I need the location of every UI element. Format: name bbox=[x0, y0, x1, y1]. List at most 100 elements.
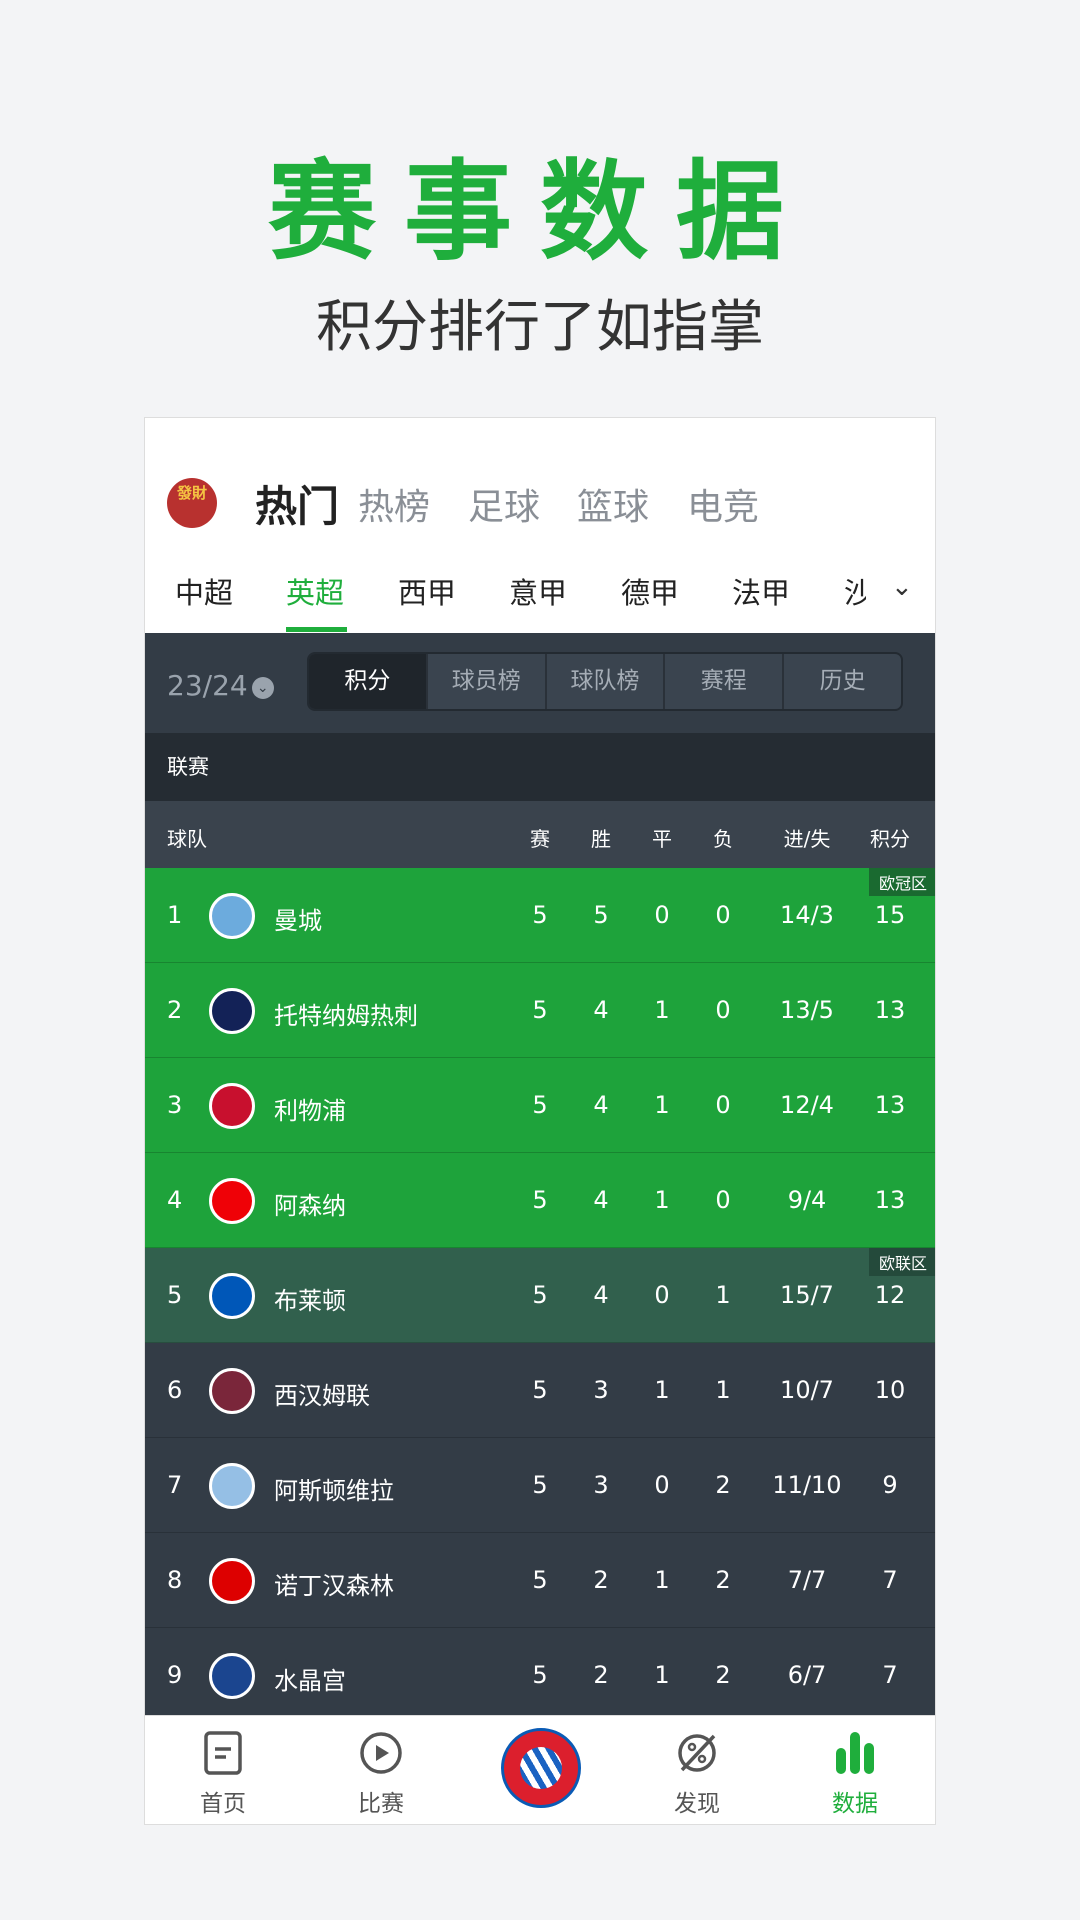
cell-drawn: 1 bbox=[654, 1376, 670, 1404]
cell-lost: 1 bbox=[715, 1281, 731, 1309]
league-tab-csl[interactable]: 中超 bbox=[175, 576, 234, 610]
cell-played: 5 bbox=[532, 1091, 548, 1119]
planet-icon bbox=[678, 1734, 716, 1772]
bayern-crest-button[interactable] bbox=[501, 1728, 581, 1808]
col-points: 积分 bbox=[870, 827, 910, 851]
table-row[interactable]: 7 阿斯顿维拉 5 3 0 2 11/10 9 bbox=[145, 1438, 935, 1533]
tab-matches[interactable]: 比赛 bbox=[331, 1716, 431, 1824]
cell-goals: 14/3 bbox=[780, 901, 834, 929]
cell-won: 4 bbox=[593, 996, 609, 1024]
league-tab-seriea[interactable]: 意甲 bbox=[509, 576, 568, 610]
cell-lost: 1 bbox=[715, 1376, 731, 1404]
col-drawn: 平 bbox=[652, 827, 672, 851]
cell-goals: 10/7 bbox=[780, 1376, 834, 1404]
category-tab-hot[interactable]: 热门 bbox=[255, 482, 340, 531]
cell-played: 5 bbox=[532, 1661, 548, 1689]
chevron-down-icon[interactable]: ⌄ bbox=[891, 572, 913, 602]
team-name: 托特纳姆热刺 bbox=[274, 1002, 418, 1030]
col-won: 胜 bbox=[591, 827, 611, 851]
team-name: 利物浦 bbox=[274, 1097, 346, 1125]
tab-data[interactable]: 数据 bbox=[805, 1716, 905, 1824]
rank: 3 bbox=[167, 1091, 183, 1119]
rank: 5 bbox=[167, 1281, 183, 1309]
cell-points: 15 bbox=[874, 901, 906, 929]
cell-played: 5 bbox=[532, 1376, 548, 1404]
table-row[interactable]: 4 阿森纳 5 4 1 0 9/4 13 bbox=[145, 1153, 935, 1248]
cell-points: 13 bbox=[874, 996, 906, 1024]
table-row[interactable]: 8 诺丁汉森林 5 2 1 2 7/7 7 bbox=[145, 1533, 935, 1628]
category-tab-esports[interactable]: 电竞 bbox=[687, 487, 760, 528]
team-name: 阿森纳 bbox=[274, 1192, 346, 1220]
segment-history[interactable]: 历史 bbox=[782, 654, 901, 709]
cell-lost: 0 bbox=[715, 1091, 731, 1119]
col-team: 球队 bbox=[167, 827, 207, 851]
col-played: 赛 bbox=[530, 827, 550, 851]
cell-points: 13 bbox=[874, 1091, 906, 1119]
table-row[interactable]: 5 布莱顿 5 4 0 1 15/7 12 欧联区 bbox=[145, 1248, 935, 1343]
team-crest-icon bbox=[209, 1083, 255, 1129]
cell-lost: 2 bbox=[715, 1566, 731, 1594]
segment-standings[interactable]: 积分 bbox=[309, 654, 426, 709]
league-tab-epl[interactable]: 英超 bbox=[286, 576, 345, 610]
league-tab-bundesliga[interactable]: 德甲 bbox=[621, 576, 680, 610]
cell-won: 4 bbox=[593, 1186, 609, 1214]
cell-won: 2 bbox=[593, 1566, 609, 1594]
zone-badge-ucl: 欧冠区 bbox=[868, 868, 935, 896]
bar-chart-icon bbox=[836, 1732, 874, 1774]
hero-title: 赛事数据 bbox=[267, 150, 812, 275]
team-name: 诺丁汉森林 bbox=[274, 1572, 394, 1600]
team-name: 阿斯顿维拉 bbox=[274, 1477, 394, 1505]
league-tab-saudi[interactable]: 沙 bbox=[844, 570, 866, 612]
table-row[interactable]: 6 西汉姆联 5 3 1 1 10/7 10 bbox=[145, 1343, 935, 1438]
app-screen: 發財 热门 热榜 足球 篮球 电竞 中超 英超 西甲 意甲 德甲 法甲 沙 ⌄ … bbox=[144, 417, 936, 1825]
table-row[interactable]: 2 托特纳姆热刺 5 4 1 0 13/5 13 bbox=[145, 963, 935, 1058]
category-tab-trending[interactable]: 热榜 bbox=[358, 487, 431, 528]
segment-fixtures[interactable]: 赛程 bbox=[663, 654, 782, 709]
category-tab-football[interactable]: 足球 bbox=[468, 487, 541, 528]
col-goals: 进/失 bbox=[783, 827, 831, 851]
team-crest-icon bbox=[209, 1558, 255, 1604]
cell-drawn: 1 bbox=[654, 996, 670, 1024]
table-row[interactable]: 3 利物浦 5 4 1 0 12/4 13 bbox=[145, 1058, 935, 1153]
app-logo[interactable]: 發財 bbox=[167, 478, 217, 528]
cell-won: 3 bbox=[593, 1471, 609, 1499]
cell-drawn: 1 bbox=[654, 1566, 670, 1594]
team-crest-icon bbox=[209, 1178, 255, 1224]
segment-teams[interactable]: 球队榜 bbox=[544, 654, 664, 709]
rank: 4 bbox=[167, 1186, 183, 1214]
cell-points: 10 bbox=[874, 1376, 906, 1404]
active-tab-indicator bbox=[286, 627, 347, 632]
cell-lost: 0 bbox=[715, 901, 731, 929]
league-tab-ligue1[interactable]: 法甲 bbox=[732, 576, 791, 610]
table-row[interactable]: 9 水晶宫 5 2 1 2 6/7 7 bbox=[145, 1628, 935, 1723]
rank: 8 bbox=[167, 1566, 183, 1594]
cell-drawn: 1 bbox=[654, 1186, 670, 1214]
cell-lost: 2 bbox=[715, 1661, 731, 1689]
play-icon bbox=[360, 1732, 402, 1774]
cell-won: 2 bbox=[593, 1661, 609, 1689]
cell-played: 5 bbox=[532, 1471, 548, 1499]
cell-played: 5 bbox=[532, 1566, 548, 1594]
cell-drawn: 1 bbox=[654, 1091, 670, 1119]
tab-discover[interactable]: 发现 bbox=[647, 1716, 747, 1824]
section-header: 联赛 bbox=[145, 733, 935, 801]
season-selector[interactable]: 23/24 ⌄ bbox=[167, 669, 274, 702]
cell-drawn: 1 bbox=[654, 1661, 670, 1689]
tab-home[interactable]: 首页 bbox=[173, 1716, 273, 1824]
cell-won: 4 bbox=[593, 1091, 609, 1119]
season-label: 23/24 bbox=[167, 669, 248, 702]
segment-players[interactable]: 球员榜 bbox=[425, 654, 545, 709]
table-row[interactable]: 1 曼城 5 5 0 0 14/3 15 欧冠区 bbox=[145, 868, 935, 963]
cell-goals: 6/7 bbox=[787, 1661, 827, 1689]
cell-goals: 7/7 bbox=[787, 1566, 827, 1594]
cell-played: 5 bbox=[532, 901, 548, 929]
rank: 6 bbox=[167, 1376, 183, 1404]
cell-points: 12 bbox=[874, 1281, 906, 1309]
league-tab-laliga[interactable]: 西甲 bbox=[398, 576, 457, 610]
table-header: 球队 赛 胜 平 负 进/失 积分 bbox=[145, 801, 935, 868]
cell-goals: 12/4 bbox=[780, 1091, 834, 1119]
hero-subtitle: 积分排行了如指掌 bbox=[316, 295, 764, 360]
team-name: 曼城 bbox=[274, 907, 322, 935]
category-tab-basketball[interactable]: 篮球 bbox=[577, 487, 650, 528]
team-name: 布莱顿 bbox=[274, 1287, 346, 1315]
